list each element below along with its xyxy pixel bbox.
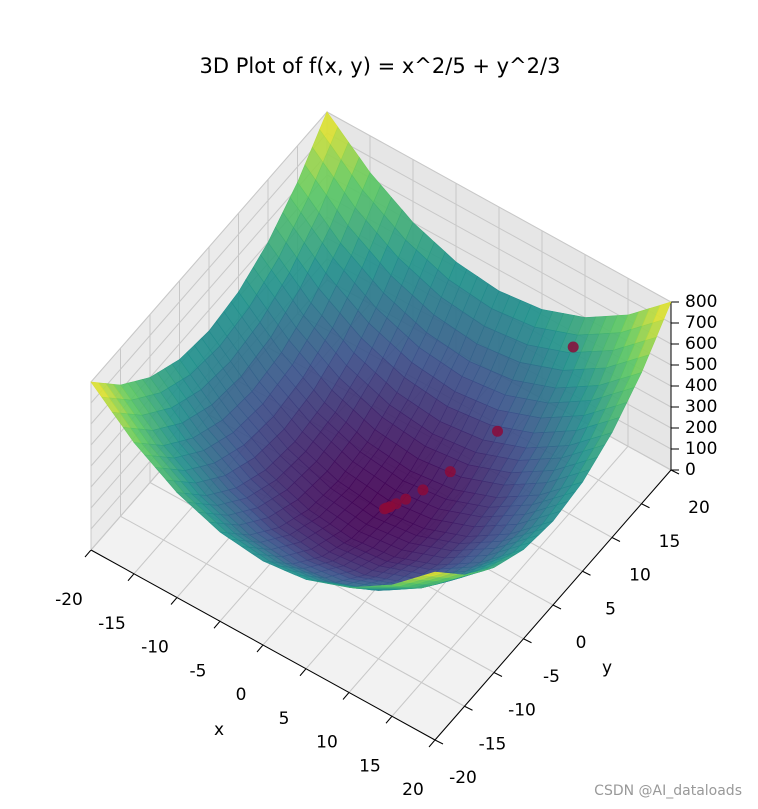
tick-mark — [611, 537, 621, 542]
z-tick-label: 400 — [685, 376, 717, 396]
x-tick-label: 10 — [316, 733, 338, 753]
watermark: CSDN @AI_dataloads — [594, 783, 742, 799]
tick-mark — [641, 503, 650, 509]
x-tick-label: 15 — [359, 756, 381, 776]
y-tick-label: 0 — [576, 633, 587, 653]
z-tick-label: 200 — [685, 418, 717, 438]
grid-line — [326, 111, 672, 303]
y-tick-label: -10 — [508, 701, 536, 721]
grid-line — [90, 111, 328, 383]
path-point — [400, 493, 412, 505]
z-tick-label: 800 — [685, 292, 717, 312]
y-tick-label: -15 — [479, 734, 507, 754]
path-point — [417, 484, 429, 496]
tick-mark — [84, 549, 92, 558]
grid-line — [90, 132, 328, 404]
y-tick-label: 15 — [659, 532, 681, 552]
z-tick-label: 600 — [685, 334, 717, 354]
y-tick-label: 10 — [629, 566, 651, 586]
tick-mark — [582, 570, 591, 576]
tick-mark — [342, 692, 350, 700]
z-tick-label: 300 — [685, 397, 717, 417]
x-axis-label: x — [214, 720, 224, 740]
x-tick-label: -10 — [141, 638, 169, 658]
tick-mark — [385, 715, 393, 724]
y-tick-label: -5 — [543, 667, 560, 687]
x-tick-label: 20 — [402, 780, 424, 800]
z-tick-label: 700 — [685, 313, 717, 333]
tick-mark — [256, 644, 264, 653]
chart-title: 3D Plot of f(x, y) = x^2/5 + y^2/3 — [200, 54, 561, 78]
x-tick-label: 5 — [279, 709, 290, 729]
x-tick-label: -20 — [55, 590, 83, 610]
surface-patch — [424, 571, 443, 577]
x-tick-label: 0 — [236, 685, 247, 705]
y-tick-label: 5 — [605, 599, 616, 619]
tick-mark — [428, 739, 436, 748]
z-tick-label: 0 — [685, 460, 696, 480]
x-tick-label: -5 — [190, 661, 207, 681]
tick-mark — [170, 597, 178, 605]
grid-line — [90, 153, 328, 425]
y-axis-line — [434, 469, 672, 741]
grid-line — [120, 515, 465, 707]
path-point — [378, 503, 390, 515]
y-axis-label: y — [602, 658, 612, 678]
grid-line — [326, 132, 672, 324]
tick-mark — [127, 573, 135, 582]
y-tick-label: -20 — [449, 768, 477, 788]
tick-mark — [523, 638, 532, 644]
tick-mark — [213, 620, 221, 629]
tick-mark — [493, 672, 503, 677]
path-point — [444, 466, 456, 478]
tick-mark — [464, 705, 473, 711]
z-tick-label: 500 — [685, 355, 717, 375]
tick-mark — [670, 469, 680, 475]
tick-mark — [434, 739, 444, 745]
path-point — [567, 341, 579, 353]
tick-mark — [299, 668, 307, 677]
grid-line — [326, 153, 672, 345]
y-tick-label: 20 — [688, 498, 710, 518]
z-tick-label: 100 — [685, 439, 717, 459]
path-point — [492, 425, 503, 437]
x-tick-label: -15 — [98, 614, 126, 634]
tick-mark — [552, 604, 562, 610]
x-axis-line — [90, 549, 436, 741]
